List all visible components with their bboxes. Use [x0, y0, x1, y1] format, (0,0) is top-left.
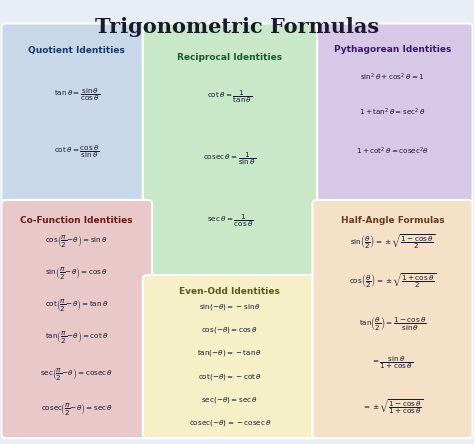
Text: $\sin^2\theta + \cos^2\theta = 1$: $\sin^2\theta + \cos^2\theta = 1$	[360, 71, 425, 83]
FancyBboxPatch shape	[1, 24, 152, 209]
Text: $\mathrm{cosec}(-\theta) = -\mathrm{cosec}\,\theta$: $\mathrm{cosec}(-\theta) = -\mathrm{cose…	[189, 418, 271, 428]
Text: $\mathrm{cosec}\,\theta = \dfrac{1}{\sin\theta}$: $\mathrm{cosec}\,\theta = \dfrac{1}{\sin…	[203, 151, 256, 167]
Text: $\mathrm{cosec}\!\left(\dfrac{\pi}{2}\!-\!\theta\right) = \sec\theta$: $\mathrm{cosec}\!\left(\dfrac{\pi}{2}\!-…	[41, 400, 113, 416]
Text: Quotient Identities: Quotient Identities	[28, 46, 125, 56]
Text: Co-Function Identities: Co-Function Identities	[20, 216, 133, 225]
Text: Trigonometric Formulas: Trigonometric Formulas	[95, 17, 379, 37]
Text: $= \dfrac{\sin\theta}{1+\cos\theta}$: $= \dfrac{\sin\theta}{1+\cos\theta}$	[372, 354, 414, 371]
Text: $\tan\theta = \dfrac{\sin\theta}{\cos\theta}$: $\tan\theta = \dfrac{\sin\theta}{\cos\th…	[54, 87, 100, 103]
Text: $= \pm\sqrt{\dfrac{1-\cos\theta}{1+\cos\theta}}$: $= \pm\sqrt{\dfrac{1-\cos\theta}{1+\cos\…	[362, 397, 423, 416]
Text: $\cos(-\theta) = \cos\theta$: $\cos(-\theta) = \cos\theta$	[201, 325, 258, 335]
Text: $\tan(-\theta) = -\tan\theta$: $\tan(-\theta) = -\tan\theta$	[197, 349, 263, 358]
Text: $\cot\theta = \dfrac{1}{\tan\theta}$: $\cot\theta = \dfrac{1}{\tan\theta}$	[207, 89, 253, 105]
Text: $\tan\!\left(\dfrac{\pi}{2}\!-\!\theta\right) = \cot\theta$: $\tan\!\left(\dfrac{\pi}{2}\!-\!\theta\r…	[45, 329, 109, 345]
Text: $1 + \cot^2\theta = \mathrm{cosec}^2\theta$: $1 + \cot^2\theta = \mathrm{cosec}^2\the…	[356, 146, 429, 157]
FancyBboxPatch shape	[312, 200, 473, 438]
FancyBboxPatch shape	[143, 24, 317, 279]
Text: Pythagorean Identities: Pythagorean Identities	[334, 44, 451, 54]
Text: $\sec\!\left(\dfrac{\pi}{2}\!-\!\theta\right) = \mathrm{cosec}\,\theta$: $\sec\!\left(\dfrac{\pi}{2}\!-\!\theta\r…	[40, 366, 113, 382]
FancyBboxPatch shape	[143, 275, 317, 438]
Text: $\cot\theta = \dfrac{\cos\theta}{\sin\theta}$: $\cot\theta = \dfrac{\cos\theta}{\sin\th…	[54, 143, 100, 159]
Text: $\sin\!\left(\dfrac{\pi}{2}\!-\!\theta\right) = \cos\theta$: $\sin\!\left(\dfrac{\pi}{2}\!-\!\theta\r…	[46, 265, 108, 281]
Text: $1 + \tan^2\theta = \sec^2\theta$: $1 + \tan^2\theta = \sec^2\theta$	[359, 107, 426, 118]
Text: Half-Angle Formulas: Half-Angle Formulas	[341, 216, 444, 225]
FancyBboxPatch shape	[312, 24, 473, 209]
Text: $\sec(-\theta) = \sec\theta$: $\sec(-\theta) = \sec\theta$	[201, 395, 258, 405]
Text: Even-Odd Identities: Even-Odd Identities	[180, 287, 280, 296]
Text: $\cos\!\left(\dfrac{\theta}{2}\right) = \pm\sqrt{\dfrac{1+\cos\theta}{2}}$: $\cos\!\left(\dfrac{\theta}{2}\right) = …	[349, 270, 436, 289]
Text: $\tan\!\left(\dfrac{\theta}{2}\right) = \dfrac{1-\cos\theta}{\sin\theta}$: $\tan\!\left(\dfrac{\theta}{2}\right) = …	[359, 315, 426, 332]
Text: Reciprocal Identities: Reciprocal Identities	[177, 53, 283, 62]
Text: $\cos\!\left(\dfrac{\pi}{2}\!-\!\theta\right) = \sin\theta$: $\cos\!\left(\dfrac{\pi}{2}\!-\!\theta\r…	[46, 233, 108, 249]
Text: $\cot(-\theta) = -\cot\theta$: $\cot(-\theta) = -\cot\theta$	[198, 372, 262, 382]
Text: $\sin\!\left(\dfrac{\theta}{2}\right) = \pm\sqrt{\dfrac{1-\cos\theta}{2}}$: $\sin\!\left(\dfrac{\theta}{2}\right) = …	[350, 232, 436, 250]
FancyBboxPatch shape	[1, 200, 152, 438]
Text: $\sec\theta = \dfrac{1}{\cos\theta}$: $\sec\theta = \dfrac{1}{\cos\theta}$	[207, 213, 253, 229]
Text: $\sin(-\theta) = -\sin\theta$: $\sin(-\theta) = -\sin\theta$	[199, 302, 261, 312]
Text: $\cot\!\left(\dfrac{\pi}{2}\!-\!\theta\right) = \tan\theta$: $\cot\!\left(\dfrac{\pi}{2}\!-\!\theta\r…	[45, 297, 109, 313]
